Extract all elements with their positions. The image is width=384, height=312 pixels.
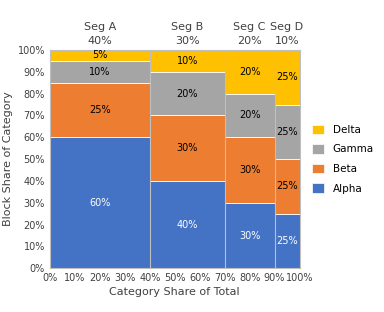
Bar <box>50 50 150 61</box>
Text: 40%: 40% <box>88 36 112 46</box>
Bar <box>50 83 150 137</box>
Text: 20%: 20% <box>239 110 260 120</box>
Text: 25%: 25% <box>276 181 298 192</box>
Bar <box>150 181 225 268</box>
Text: Seg C: Seg C <box>233 22 266 32</box>
Text: 30%: 30% <box>177 143 198 153</box>
Text: 30%: 30% <box>175 36 200 46</box>
Text: 25%: 25% <box>276 127 298 137</box>
Bar <box>225 137 275 203</box>
Text: Seg B: Seg B <box>171 22 203 32</box>
Bar <box>275 159 300 214</box>
Bar <box>225 203 275 268</box>
Text: 20%: 20% <box>237 36 262 46</box>
Text: 30%: 30% <box>239 165 260 175</box>
Text: 20%: 20% <box>177 89 198 99</box>
Bar <box>225 50 275 94</box>
Bar <box>150 50 225 72</box>
Text: 10%: 10% <box>89 67 111 77</box>
Bar <box>150 115 225 181</box>
Text: 10%: 10% <box>177 56 198 66</box>
Text: 25%: 25% <box>276 72 298 82</box>
Bar <box>225 94 275 137</box>
X-axis label: Category Share of Total: Category Share of Total <box>109 287 240 297</box>
Text: 60%: 60% <box>89 198 111 208</box>
Text: 25%: 25% <box>276 236 298 246</box>
Bar <box>50 137 150 268</box>
Bar <box>275 105 300 159</box>
Legend: Delta, Gamma, Beta, Alpha: Delta, Gamma, Beta, Alpha <box>310 123 376 196</box>
Text: 25%: 25% <box>89 105 111 115</box>
Text: 5%: 5% <box>92 50 108 61</box>
Bar <box>275 214 300 268</box>
Text: 30%: 30% <box>239 231 260 241</box>
Y-axis label: Block Share of Category: Block Share of Category <box>3 92 13 227</box>
Text: 10%: 10% <box>275 36 300 46</box>
Text: Seg D: Seg D <box>270 22 304 32</box>
Text: Seg A: Seg A <box>84 22 116 32</box>
Bar <box>275 50 300 105</box>
Bar <box>50 61 150 83</box>
Text: 40%: 40% <box>177 220 198 230</box>
Bar <box>150 72 225 115</box>
Text: 20%: 20% <box>239 67 260 77</box>
